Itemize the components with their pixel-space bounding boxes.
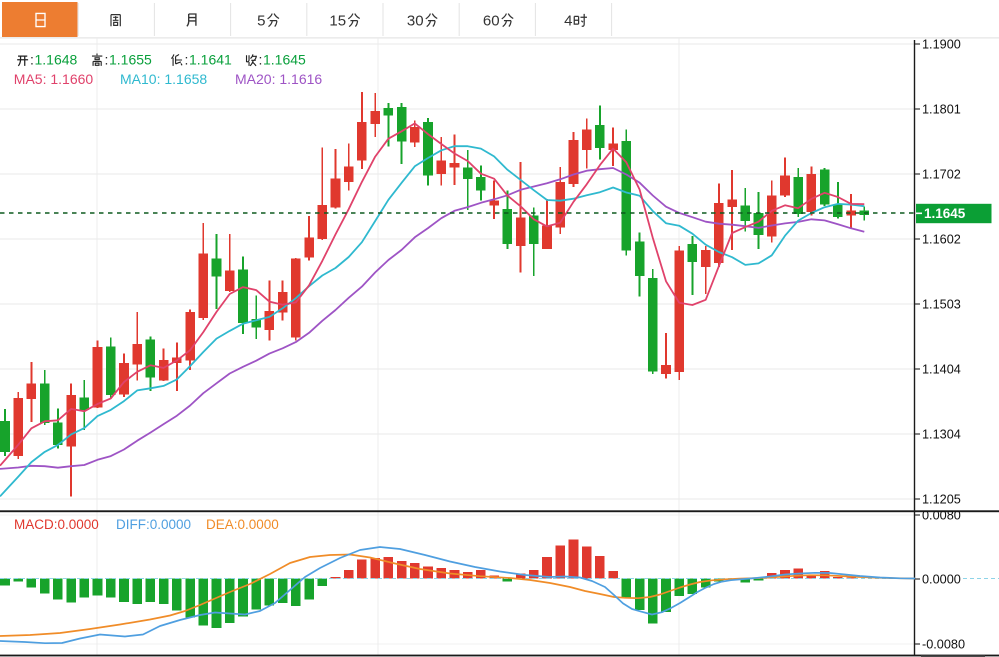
svg-text:1.1304: 1.1304 <box>922 428 961 442</box>
svg-text:DIFF:0.0000: DIFF:0.0000 <box>116 517 191 532</box>
svg-text:5: 5 <box>257 13 265 30</box>
svg-text:1.1655: 1.1655 <box>109 52 152 68</box>
svg-text:1.1702: 1.1702 <box>922 168 961 182</box>
svg-text:1.1205: 1.1205 <box>922 493 961 507</box>
svg-text::: : <box>105 52 109 68</box>
svg-text:60: 60 <box>483 13 500 30</box>
svg-text:1.1503: 1.1503 <box>922 298 961 312</box>
svg-text:0.0000: 0.0000 <box>922 573 961 587</box>
svg-text:1.1641: 1.1641 <box>189 52 232 68</box>
svg-text:1.1645: 1.1645 <box>924 206 966 221</box>
svg-text:1.1801: 1.1801 <box>922 103 961 117</box>
svg-text:1.1648: 1.1648 <box>35 52 78 68</box>
svg-text:4: 4 <box>564 13 572 30</box>
svg-text:DEA:0.0000: DEA:0.0000 <box>206 517 279 532</box>
svg-text::: : <box>185 52 189 68</box>
svg-text:30: 30 <box>407 13 424 30</box>
svg-text:MACD:0.0000: MACD:0.0000 <box>14 517 99 532</box>
svg-text:MA5: 1.1660: MA5: 1.1660 <box>14 71 94 87</box>
svg-text:1.1602: 1.1602 <box>922 233 961 247</box>
svg-text:1.1404: 1.1404 <box>922 363 961 377</box>
svg-text:15: 15 <box>329 13 346 30</box>
svg-text::: : <box>259 52 263 68</box>
svg-text::: : <box>30 52 34 68</box>
svg-text:1.1900: 1.1900 <box>922 38 961 52</box>
svg-text:1.1645: 1.1645 <box>263 52 306 68</box>
svg-text:-0.0080: -0.0080 <box>922 638 965 652</box>
svg-text:MA20: 1.1616: MA20: 1.1616 <box>235 71 322 87</box>
svg-text:0.0080: 0.0080 <box>922 509 961 523</box>
svg-text:MA10: 1.1658: MA10: 1.1658 <box>120 71 207 87</box>
